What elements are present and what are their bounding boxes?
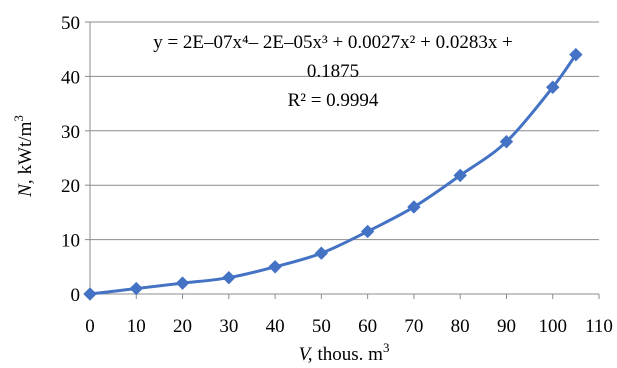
data-point-marker (360, 224, 375, 239)
y-tick-label: 30 (61, 122, 80, 143)
trendline-equation-line1: y = 2E–07x⁴– 2E–05x³ + 0.0027x² + 0.0283… (153, 32, 513, 53)
x-tick-label: 10 (127, 316, 146, 337)
data-point-marker (569, 47, 583, 62)
trendline-equation-line2: 0.1875 (307, 61, 359, 82)
axes (85, 21, 600, 299)
x-tick-label: 30 (219, 316, 238, 337)
y-axis-var: N, (15, 179, 36, 197)
gridlines (90, 21, 599, 241)
x-tick-label: 100 (538, 316, 567, 337)
data-point-marker (407, 200, 421, 214)
x-tick-labels: 0 10 20 30 40 50 60 70 80 90 100 110 (85, 316, 613, 337)
y-tick-label: 50 (61, 13, 80, 34)
x-tick-label: 90 (497, 316, 516, 337)
x-axis-var: V, (299, 344, 313, 365)
y-axis-unit-sup: 3 (11, 115, 26, 122)
y-tick-label: 0 (71, 285, 81, 306)
x-tick-label: 80 (451, 316, 470, 337)
y-tick-label: 40 (61, 67, 80, 88)
data-point-marker (546, 80, 560, 94)
data-point-marker (268, 260, 282, 274)
x-axis-unit: thous. m (317, 344, 383, 365)
x-tick-label: 0 (85, 316, 95, 337)
x-tick-label: 40 (266, 316, 285, 337)
y-tick-label: 10 (61, 231, 80, 252)
series-markers (83, 47, 583, 301)
x-tick-label: 50 (312, 316, 331, 337)
r-squared-label: R² = 0.9994 (288, 90, 379, 111)
y-axis-unit: kWt/m (15, 121, 36, 174)
x-axis-label: V, thous. m3 (299, 340, 390, 365)
data-point-marker (175, 276, 190, 290)
data-point-marker (453, 168, 467, 183)
data-point-marker (83, 287, 97, 301)
y-tick-labels: 0 10 20 30 40 50 (61, 13, 80, 306)
data-point-marker (314, 246, 329, 260)
x-tick-label: 20 (173, 316, 192, 337)
y-axis-label: N, kWt/m3 (11, 115, 36, 198)
data-point-marker (222, 270, 236, 285)
x-tick-label: 110 (585, 316, 613, 337)
x-tick-label: 70 (404, 316, 423, 337)
y-tick-label: 20 (61, 176, 80, 197)
x-tick-label: 60 (358, 316, 377, 337)
data-point-marker (499, 134, 514, 149)
x-axis-unit-sup: 3 (383, 340, 390, 355)
data-point-marker (129, 281, 143, 296)
